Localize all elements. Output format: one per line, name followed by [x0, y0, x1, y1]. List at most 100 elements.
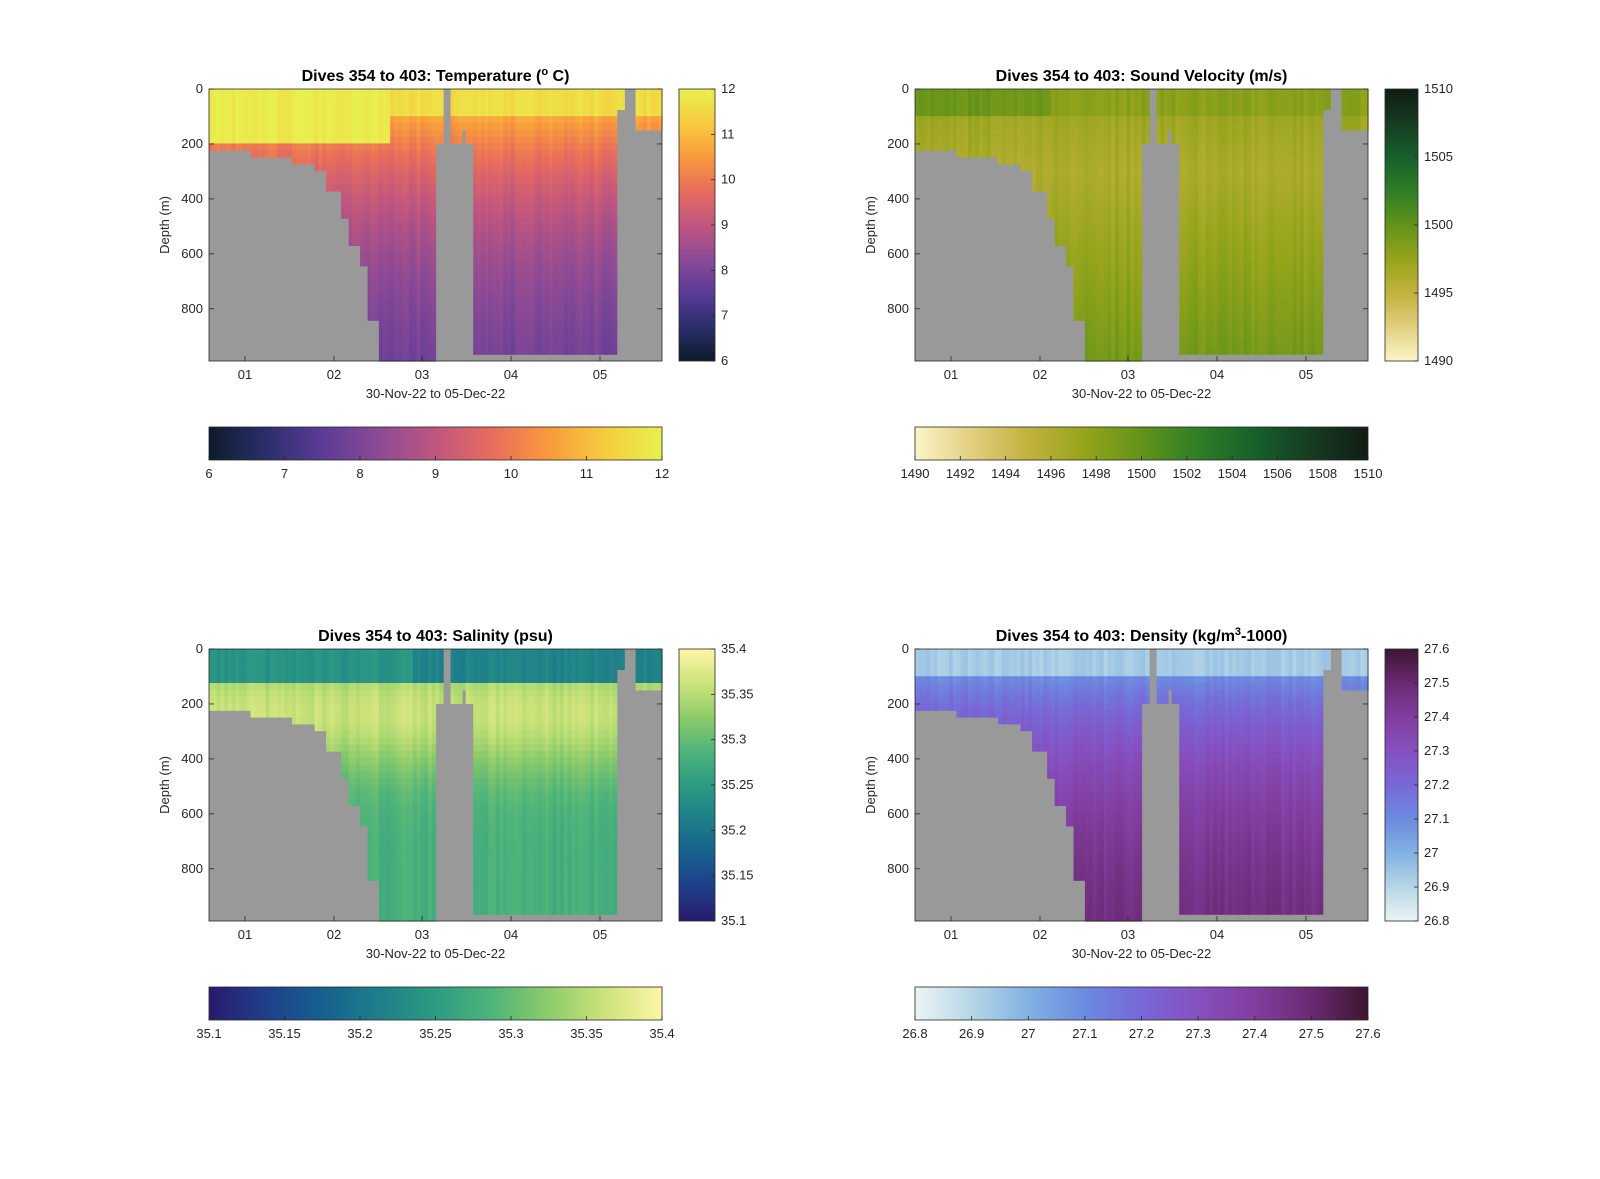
heatmap-cell: [1126, 218, 1131, 226]
heatmap-cell: [1156, 136, 1161, 144]
heatmap-cell: [231, 89, 237, 97]
heatmap-cell: [571, 95, 576, 104]
heatmap-cell: [299, 89, 304, 97]
heatmap-cell: [1103, 184, 1109, 192]
heatmap-cell: [556, 327, 561, 335]
heatmap-cell: [556, 123, 561, 131]
heatmap-cell: [488, 238, 493, 246]
heatmap-cell: [1247, 347, 1252, 355]
heatmap-cell: [514, 279, 520, 287]
heatmap-cell: [1247, 143, 1252, 151]
heatmap-cell: [1043, 89, 1048, 97]
heatmap-cell: [390, 204, 395, 212]
heatmap-cell: [480, 95, 486, 104]
heatmap-cell: [511, 170, 516, 178]
heatmap-cell: [541, 177, 546, 185]
heatmap-cell: [522, 333, 527, 342]
heatmap-cell: [578, 347, 584, 355]
heatmap-cell: [1239, 340, 1245, 348]
heatmap-cell: [333, 177, 338, 185]
heatmap-cell: [492, 129, 497, 138]
heatmap-cell: [356, 211, 361, 219]
heatmap-cell: [514, 136, 520, 144]
heatmap-cell: [235, 102, 240, 110]
heatmap-cell: [582, 306, 588, 314]
heatmap-cell: [1190, 327, 1195, 335]
heatmap-cell: [1201, 238, 1207, 246]
heatmap-cell: [518, 143, 523, 151]
heatmap-cell: [1186, 252, 1192, 260]
heatmap-cell: [454, 129, 459, 138]
heatmap-cell: [567, 197, 573, 206]
heatmap-cell: [1066, 170, 1071, 178]
heatmap-cell: [488, 259, 493, 267]
heatmap-cell: [390, 197, 395, 206]
heatmap-cell: [495, 197, 501, 206]
heatmap-cell: [548, 238, 554, 246]
heatmap-cell: [1115, 265, 1120, 274]
heatmap-cell: [1183, 211, 1188, 219]
heatmap-cell: [1001, 89, 1007, 97]
heatmap-cell: [273, 150, 278, 158]
heatmap-cell: [575, 340, 580, 348]
heatmap-cell: [605, 340, 610, 348]
heatmap-cell: [360, 184, 365, 192]
heatmap-cell: [484, 238, 489, 246]
heatmap-cell: [1198, 191, 1203, 199]
heatmap-cell: [1043, 116, 1048, 124]
heatmap-cell: [1179, 286, 1184, 294]
heatmap-cell: [1050, 184, 1056, 192]
heatmap-cell: [299, 95, 304, 104]
heatmap-cell: [1213, 347, 1218, 355]
heatmap-cell: [1201, 286, 1207, 294]
heatmap-cell: [1239, 191, 1245, 199]
heatmap-cell: [431, 109, 437, 117]
x-tick-label: 03: [415, 367, 429, 382]
heatmap-cell: [971, 102, 977, 110]
chart-title: Dives 354 to 403: Temperature (o C): [302, 66, 570, 85]
heatmap-cell: [541, 286, 546, 294]
heatmap-cell: [1130, 136, 1135, 144]
heatmap-cell: [511, 177, 516, 185]
heatmap-cell: [571, 184, 576, 192]
heatmap-cell: [1186, 89, 1192, 97]
heatmap-cell: [209, 123, 214, 131]
heatmap-cell: [548, 129, 554, 138]
heatmap-cell: [371, 136, 376, 144]
heatmap-cell: [318, 129, 323, 138]
heatmap-cell: [473, 184, 478, 192]
heatmap-cell: [537, 157, 542, 165]
heatmap-cell: [393, 129, 399, 138]
heatmap-cell: [529, 340, 535, 348]
heatmap-cell: [915, 116, 920, 124]
heatmap-cell: [360, 259, 365, 267]
heatmap-cell: [1096, 320, 1101, 328]
heatmap-cell: [503, 299, 508, 308]
heatmap-cell: [590, 245, 595, 253]
heatmap-cell: [560, 197, 565, 206]
heatmap-cell: [367, 313, 372, 321]
heatmap-cell: [1081, 109, 1086, 117]
heatmap-cell: [1058, 129, 1063, 138]
heatmap-cell: [1084, 225, 1090, 233]
heatmap-cell: [1179, 123, 1184, 131]
heatmap-cell: [541, 116, 546, 124]
heatmap-cell: [431, 218, 437, 226]
heatmap-cell: [1133, 157, 1139, 165]
heatmap-cell: [930, 143, 935, 151]
heatmap-cell: [427, 272, 433, 280]
heatmap-cell: [541, 218, 546, 226]
heatmap-cell: [303, 143, 308, 151]
heatmap-cell: [1122, 211, 1128, 219]
heatmap-cell: [639, 89, 644, 97]
heatmap-cell: [375, 157, 380, 165]
heatmap-cell: [560, 340, 565, 348]
heatmap-cell: [612, 320, 618, 328]
heatmap-cell: [1073, 163, 1078, 172]
heatmap-cell: [1096, 265, 1101, 274]
heatmap-cell: [567, 333, 573, 342]
heatmap-cell: [1009, 89, 1014, 97]
heatmap-cell: [484, 163, 489, 172]
heatmap-cell: [397, 123, 403, 131]
heatmap-cell: [1099, 163, 1105, 172]
